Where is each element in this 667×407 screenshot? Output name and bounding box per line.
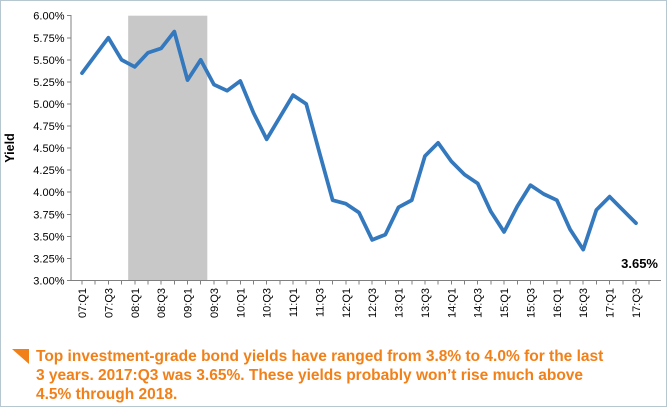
y-tick-label: 4.25% [33,165,64,177]
y-tick-label: 4.00% [33,187,64,199]
x-tick-label: 13:Q3 [420,288,432,318]
annotation-text: Top investment-grade bond yields have ra… [36,347,603,404]
x-tick-label: 07:Q1 [77,288,89,318]
x-tick-label: 11:Q1 [288,288,300,317]
x-tick-label: 16:Q1 [552,288,564,318]
annotation: Top investment-grade bond yields have ra… [12,347,603,404]
recession-band [128,15,208,281]
y-tick-label: 3.25% [33,253,64,265]
last-value-label: 3.65% [621,256,658,271]
x-tick-label: 17:Q3 [631,288,643,318]
x-tick-label: 17:Q1 [605,288,617,318]
y-tick-label: 4.50% [33,143,64,155]
x-tick-label: 13:Q1 [394,288,406,318]
x-tick-label: 08:Q1 [130,288,142,318]
y-axis-title: Yield [3,133,17,162]
x-tick-label: 12:Q3 [367,288,379,318]
annotation-line-3: 4.5% through 2018. [36,386,178,403]
x-tick-label: 14:Q1 [446,288,458,318]
annotation-line-2: 3 years. 2017:Q3 was 3.65%. These yields… [36,367,584,384]
x-tick-label: 16:Q3 [578,288,590,318]
y-tick-label: 3.50% [33,231,64,243]
yield-line-chart: 3.00% 3.25% 3.50% 3.75% 4.00% 4.25% 4.50% 4.75%… [3,11,661,318]
y-tick-label: 3.00% [33,276,64,288]
x-tick-label: 09:Q1 [183,288,195,318]
y-tick-label: 4.75% [33,121,64,133]
x-tick-label: 10:Q3 [262,288,274,318]
x-tick-label: 11:Q3 [314,288,326,317]
y-tick-label: 5.75% [33,33,64,45]
y-tick-label: 3.75% [33,209,64,221]
yield-series-line [80,29,638,252]
corner-triangle-icon [12,349,29,364]
y-tick-label: 5.25% [33,77,64,89]
x-tick-label: 09:Q3 [209,288,221,318]
x-tick-label: 07:Q3 [103,288,115,318]
y-tick-label: 5.50% [33,55,64,67]
x-tick-label: 12:Q1 [341,288,353,318]
x-tick-label: 14:Q3 [473,288,485,318]
y-tick-label: 5.00% [33,99,64,111]
y-tick-label: 6.00% [33,11,64,23]
x-tick-label: 10:Q1 [235,288,247,318]
x-tick-label: 15:Q1 [499,288,511,318]
x-tick-label: 08:Q3 [156,288,168,318]
annotation-line-1: Top investment-grade bond yields have ra… [36,348,604,365]
x-tick-label: 15:Q3 [525,288,537,318]
